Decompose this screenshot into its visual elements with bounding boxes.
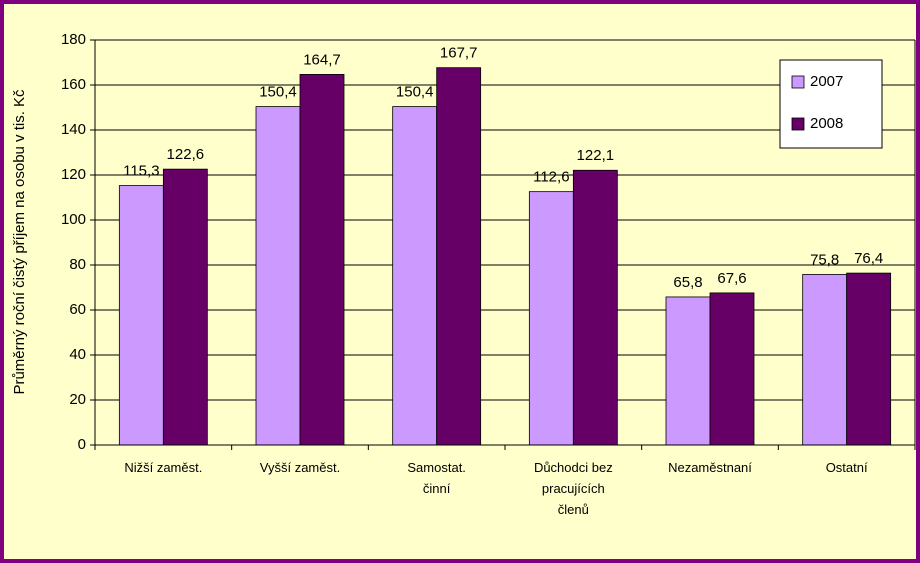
value-label: 164,7: [303, 51, 341, 68]
bar: [802, 274, 848, 446]
bar: [436, 67, 482, 446]
value-label: 150,4: [259, 84, 297, 101]
y-tick-label: 160: [61, 76, 86, 93]
bar: [162, 168, 208, 446]
y-tick-label: 140: [61, 121, 86, 138]
y-tick-label: 40: [69, 346, 86, 363]
y-tick-label: 20: [69, 391, 86, 408]
value-label: 167,7: [440, 45, 478, 62]
x-tick-label: Nižší zaměst.: [124, 460, 203, 475]
bar: [572, 169, 618, 446]
y-tick-label: 80: [69, 256, 86, 273]
value-label: 122,1: [577, 147, 615, 164]
bar: [118, 185, 164, 446]
value-label: 115,3: [123, 163, 159, 180]
x-tick-label: Důchodci bez pracujících členů: [533, 460, 613, 517]
y-tick-label: 100: [61, 211, 86, 228]
value-label: 75,8: [810, 251, 839, 268]
legend-label: 2007: [810, 73, 843, 90]
bar: [392, 106, 438, 446]
bar: [665, 296, 711, 446]
x-tick-label: Ostatní: [825, 460, 868, 475]
x-tick-label: Vyšší zaměst.: [259, 460, 341, 475]
legend-label: 2008: [810, 115, 843, 132]
y-tick-label: 180: [61, 31, 86, 48]
bar: [709, 292, 755, 446]
y-tick-label: 60: [69, 301, 86, 318]
bar: [299, 74, 345, 446]
value-label: 65,8: [673, 274, 702, 291]
y-axis-title: Průměrný roční čistý příjem na osobu v t…: [11, 89, 28, 395]
y-tick-label: 0: [78, 436, 86, 453]
value-label: 150,4: [396, 84, 434, 101]
bar: [528, 191, 574, 446]
bar: [846, 272, 892, 446]
value-label: 112,6: [533, 169, 569, 186]
value-label: 122,6: [167, 146, 205, 163]
legend-swatch: [791, 75, 805, 89]
legend-swatch: [791, 117, 805, 131]
x-tick-label: Nezaměstnaní: [668, 460, 752, 475]
y-tick-label: 120: [61, 166, 86, 183]
value-label: 67,6: [717, 270, 746, 287]
legend-box: [779, 59, 883, 149]
value-label: 76,4: [854, 250, 883, 267]
x-tick-label: Samostat. činní: [407, 460, 466, 496]
bar: [255, 106, 301, 446]
